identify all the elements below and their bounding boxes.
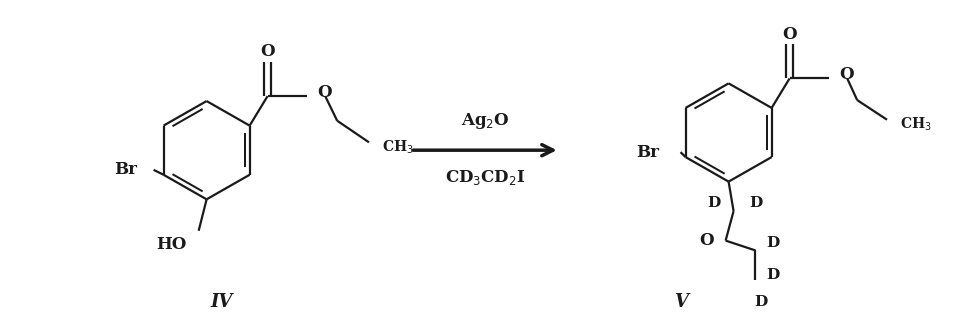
- Text: V: V: [674, 292, 688, 310]
- Text: CH$_3$: CH$_3$: [382, 138, 413, 156]
- Text: D: D: [707, 196, 720, 210]
- Text: IV: IV: [210, 292, 232, 310]
- Text: Br: Br: [636, 144, 659, 161]
- Text: Br: Br: [114, 161, 137, 178]
- Text: O: O: [782, 26, 797, 43]
- Text: Ag$_2$O: Ag$_2$O: [461, 111, 509, 131]
- Text: O: O: [317, 84, 331, 101]
- Text: D: D: [767, 268, 780, 282]
- Text: O: O: [260, 43, 275, 61]
- Text: CH$_3$: CH$_3$: [900, 116, 931, 133]
- Text: D: D: [767, 236, 780, 250]
- Text: CD$_3$CD$_2$I: CD$_3$CD$_2$I: [445, 168, 525, 187]
- Text: HO: HO: [156, 236, 187, 253]
- Text: D: D: [748, 196, 762, 210]
- Text: O: O: [699, 232, 713, 249]
- Text: D: D: [754, 295, 767, 308]
- Text: O: O: [839, 66, 853, 83]
